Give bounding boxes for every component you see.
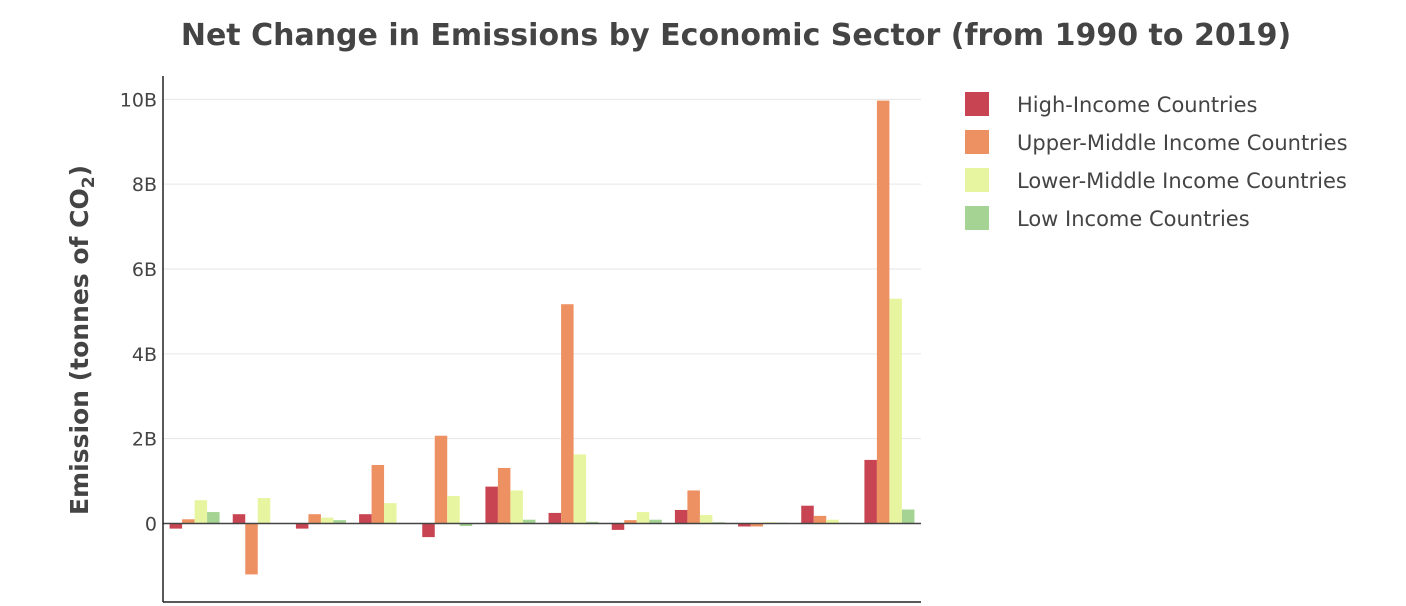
bar xyxy=(333,520,346,524)
chart-title: Net Change in Emissions by Economic Sect… xyxy=(180,18,1292,53)
y-tick-label: 10B xyxy=(120,89,157,111)
bars xyxy=(169,100,915,575)
bar xyxy=(434,435,448,524)
bar xyxy=(813,515,827,524)
y-tick-label: 2B xyxy=(132,429,157,451)
bar xyxy=(308,514,321,524)
bar xyxy=(485,486,498,524)
bar xyxy=(169,523,183,529)
bar xyxy=(699,515,713,524)
bar xyxy=(320,517,334,524)
bar xyxy=(182,519,195,524)
y-axis-ticks: 0 2B 4B 6B 8B 10B xyxy=(120,89,157,535)
legend-entry: Upper-Middle Income Countries xyxy=(1017,131,1348,155)
bar xyxy=(864,459,877,524)
bar xyxy=(257,498,271,524)
y-axis-label-suffix: ) xyxy=(65,165,94,176)
bar xyxy=(624,520,637,524)
bar xyxy=(611,523,625,530)
bar xyxy=(447,495,460,524)
bar xyxy=(522,519,536,524)
bar xyxy=(889,298,902,524)
y-tick-label: 8B xyxy=(132,174,157,196)
y-axis-label-main: Emission (tonnes of CO xyxy=(65,188,94,515)
legend-entry: Low Income Countries xyxy=(1017,207,1250,231)
bar xyxy=(573,454,587,524)
gridlines xyxy=(163,98,921,440)
bar xyxy=(801,505,814,524)
bar xyxy=(459,523,473,527)
bar xyxy=(826,519,839,524)
bar xyxy=(674,509,688,524)
y-axis-label-subscript: 2 xyxy=(79,176,99,188)
y-tick-label: 0 xyxy=(145,514,157,536)
bar xyxy=(687,490,700,524)
bar xyxy=(876,100,890,524)
bar xyxy=(738,523,751,527)
bar xyxy=(510,490,523,524)
legend-swatch xyxy=(965,130,989,154)
legend-swatch xyxy=(965,206,989,230)
bar xyxy=(207,512,220,524)
bar xyxy=(371,464,385,524)
bar xyxy=(245,523,258,575)
bar xyxy=(901,509,915,524)
bar xyxy=(497,467,511,524)
bar xyxy=(750,523,764,527)
bar xyxy=(548,512,562,524)
legend-entry: Lower-Middle Income Countries xyxy=(1017,169,1347,193)
y-tick-label: 4B xyxy=(132,344,157,366)
legend-swatch xyxy=(965,92,989,116)
bar xyxy=(384,503,397,524)
bar xyxy=(586,521,599,524)
bar xyxy=(359,514,372,524)
bar xyxy=(422,523,435,538)
bar xyxy=(194,500,208,524)
y-axis-label: Emission (tonnes of CO2) xyxy=(65,165,99,515)
legend-swatch xyxy=(965,168,989,192)
legend-entry: High-Income Countries xyxy=(1017,93,1258,117)
bar xyxy=(232,514,246,524)
bar xyxy=(561,304,574,524)
bar xyxy=(295,523,309,529)
legend: High-Income Countries Upper-Middle Income… xyxy=(965,92,1348,231)
bar xyxy=(636,512,650,524)
bar xyxy=(649,519,662,524)
y-tick-label: 6B xyxy=(132,259,157,281)
